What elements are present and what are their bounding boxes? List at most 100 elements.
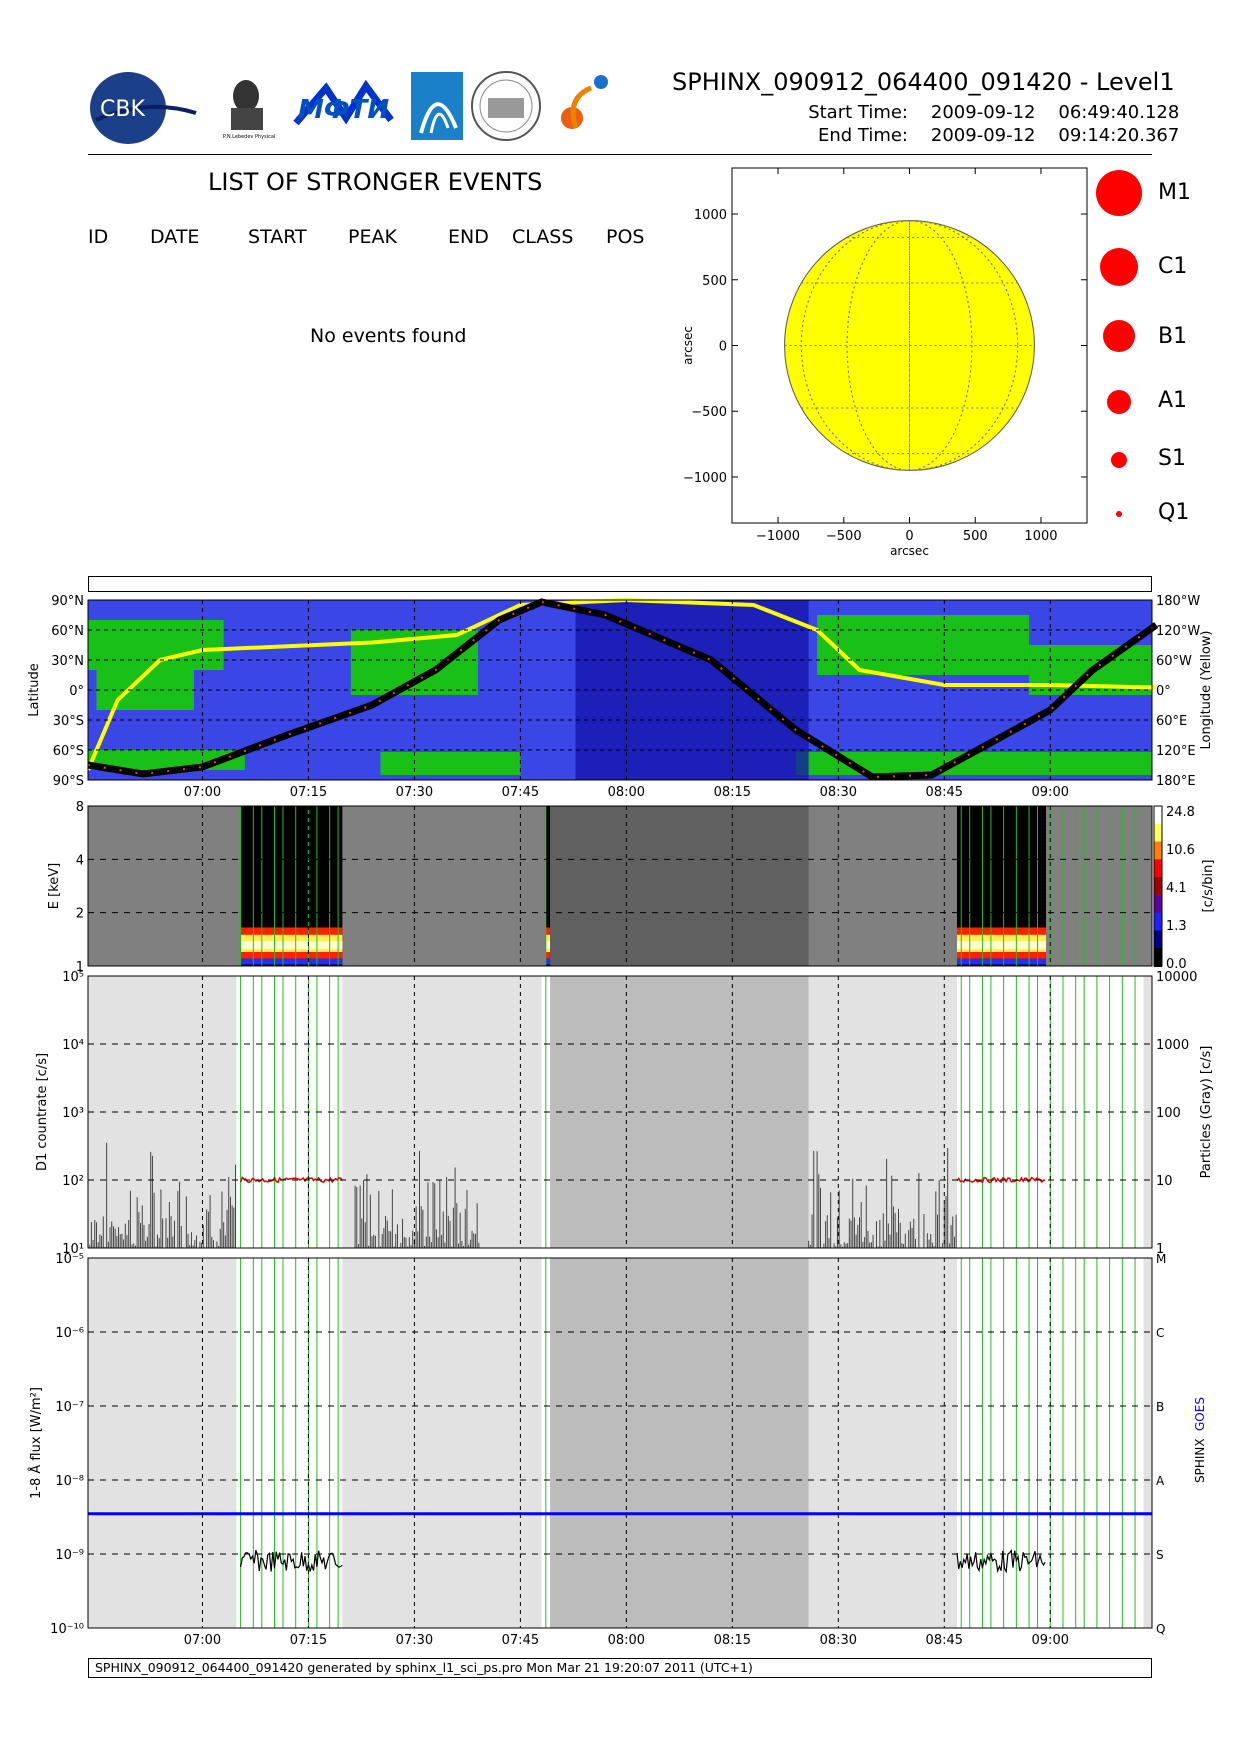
lat-tick-label: 30°N — [51, 654, 84, 669]
col-peak: PEAK — [348, 226, 397, 248]
class-tick-label: A — [1156, 1474, 1165, 1488]
countrate-tick-label: 10⁴ — [62, 1038, 84, 1053]
lebedev-logo: P.N.Lebedev Physical — [223, 80, 275, 140]
disk-y-tick-label: 0 — [719, 340, 727, 355]
time-tick-label: 09:00 — [1032, 1633, 1069, 1648]
col-date: DATE — [150, 226, 200, 248]
spectrum-band-blue — [545, 958, 551, 965]
time-tick-label: 07:15 — [290, 785, 327, 800]
disk-x-tick-label: 0 — [905, 529, 913, 544]
time-tick-label: 08:00 — [608, 1633, 645, 1648]
particles-tick-label: 100 — [1156, 1106, 1181, 1121]
countrate-tick-label: 10⁵ — [62, 970, 84, 985]
colorbar-segment — [1154, 877, 1162, 896]
start-time-row: Start Time: 2009-09-12 06:49:40.128 — [798, 102, 1179, 123]
particles-tick-label: 10000 — [1156, 970, 1197, 985]
legend-label-c1: C1 — [1158, 254, 1188, 279]
footer-caption: SPHINX_090912_064400_091420 generated by… — [88, 1658, 1152, 1678]
landmass — [96, 650, 194, 710]
lon-tick-label: 120°W — [1156, 624, 1200, 639]
class-tick-label: M — [1156, 1252, 1166, 1266]
disk-y-tick-label: −1000 — [683, 471, 727, 486]
legend-dot-m1 — [1096, 170, 1142, 216]
class-tick-label: C — [1156, 1326, 1164, 1340]
lon-tick-label: 180°W — [1156, 594, 1200, 609]
particles-tick-label: 1000 — [1156, 1038, 1189, 1053]
lon-tick-label: 180°E — [1156, 774, 1196, 789]
landmass — [380, 752, 521, 775]
orbit-right-axis-label: Longitude (Yellow) — [1199, 631, 1214, 750]
colorbar-tick-label: 0.0 — [1166, 957, 1187, 972]
particles-tick-label: 1 — [1156, 1242, 1164, 1257]
svg-text:P.N.Lebedev Physical: P.N.Lebedev Physical — [223, 134, 275, 140]
colorbar-segment — [1154, 948, 1162, 967]
spectrogram-frame — [87, 805, 1153, 967]
orbit-left-axis-label: Latitude — [27, 663, 42, 717]
landmass — [817, 615, 1030, 675]
energy-tick-label: 8 — [76, 800, 84, 815]
colorbar-segment — [1154, 894, 1162, 914]
colorbar-tick-label: 10.6 — [1166, 843, 1195, 858]
colorbar-frame — [1153, 805, 1163, 967]
report-title: SPHINX_090912_064400_091420 - Level1 — [672, 68, 1175, 96]
flux-tick-label: 10⁻⁹ — [55, 1548, 84, 1563]
flux-zone — [808, 1258, 958, 1628]
flux-frame — [87, 1257, 1153, 1629]
flux-zone — [1143, 1258, 1152, 1628]
cbk-logo: CBK — [90, 72, 197, 144]
landmass — [795, 752, 1152, 775]
col-start: START — [248, 226, 307, 248]
spectrum-band-core — [957, 941, 1047, 949]
time-tick-label: 07:15 — [290, 1633, 327, 1648]
disk-x-tick-label: 500 — [963, 529, 988, 544]
spectrogram-axis-label: E [keV] — [47, 863, 62, 909]
events-title: LIST OF STRONGER EVENTS — [208, 168, 543, 196]
colorbar-segment — [1154, 912, 1162, 932]
flux-tick-label: 10⁻⁶ — [55, 1326, 84, 1341]
disk-y-tick-label: 1000 — [694, 208, 727, 223]
flux-zone — [88, 1258, 237, 1628]
disk-y-axis-label: arcsec — [681, 326, 695, 365]
time-tick-label: 07:30 — [396, 785, 433, 800]
disk-longitude-line — [800, 220, 1019, 471]
lat-tick-label: 0° — [69, 684, 84, 699]
disk-x-tick-label: −1000 — [756, 529, 800, 544]
time-tick-label: 08:15 — [714, 1633, 751, 1648]
time-tick-label: 07:45 — [502, 785, 539, 800]
colorbar-segment — [1154, 930, 1162, 950]
start-date: 2009-09-12 — [930, 102, 1036, 123]
class-tick-label: Q — [1156, 1622, 1165, 1636]
time-tick-label: 07:00 — [184, 785, 221, 800]
start-time: 06:49:40.128 — [1058, 102, 1180, 123]
lat-tick-label: 60°S — [53, 744, 84, 759]
countrate-tick-label: 10¹ — [62, 1242, 84, 1257]
legend-dot-a1 — [1107, 390, 1131, 414]
sphinx-series — [956, 1548, 1046, 1574]
end-time-row: End Time: 2009-09-12 09:14:20.367 — [798, 125, 1179, 146]
energy-tick-label: 1 — [76, 960, 84, 975]
blank-status-bar — [88, 576, 1152, 592]
legend-sphinx: SPHINX — [1193, 1438, 1207, 1483]
disk-y-tick-label: −500 — [691, 405, 727, 420]
col-pos: POS — [606, 226, 645, 248]
flux-tick-label: 10⁻⁷ — [55, 1400, 84, 1415]
disk-x-axis-label: arcsec — [890, 544, 929, 558]
colorbar-tick-label: 4.1 — [1166, 881, 1187, 896]
flux-zone — [342, 1258, 542, 1628]
time-tick-label: 09:00 — [1032, 785, 1069, 800]
lon-tick-label: 120°E — [1156, 744, 1196, 759]
time-tick-label: 08:15 — [714, 785, 751, 800]
logo-strip: CBK P.N.Lebedev Physical МФТИ — [90, 71, 608, 144]
mipt-logo: МФТИ — [293, 79, 394, 126]
spectrum-band-core — [545, 941, 551, 949]
start-time-label: Start Time: — [808, 102, 908, 123]
colorbar-segment — [1154, 806, 1162, 825]
disk-y-tick-label: 500 — [702, 274, 727, 289]
svg-text:МФТИ: МФТИ — [298, 95, 389, 125]
particles-tick-label: 10 — [1156, 1174, 1173, 1189]
colorbar-tick-label: 1.3 — [1166, 919, 1187, 934]
colorbar-segment — [1154, 841, 1162, 861]
colorbar-segment — [1154, 859, 1162, 879]
colorbar-axis-label: [c/s/bin] — [1201, 860, 1216, 913]
sphinx-series — [240, 1550, 343, 1572]
